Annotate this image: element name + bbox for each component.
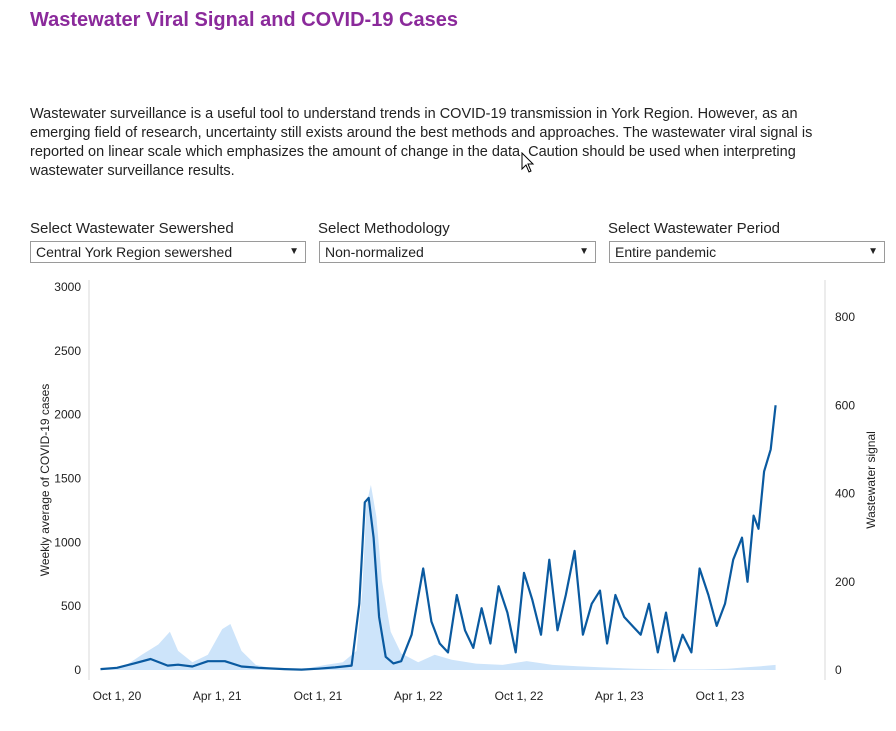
y-axis-title: Weekly average of COVID-19 cases [38,384,52,577]
methodology-select[interactable]: Non-normalized ▼ [319,241,596,263]
cases-area-series [100,484,776,670]
y-tick-label: 500 [61,599,81,613]
y-tick-label: 1500 [54,472,81,486]
chevron-down-icon: ▼ [289,246,299,257]
x-tick-label: Oct 1, 21 [294,689,343,703]
x-tick-label: Apr 1, 21 [193,689,242,703]
sewershed-select[interactable]: Central York Region sewershed ▼ [30,241,306,263]
y-tick-label: 0 [74,663,81,677]
chevron-down-icon: ▼ [868,246,878,257]
y2-tick-label: 600 [835,398,855,412]
sewershed-value: Central York Region sewershed [36,244,233,260]
chevron-down-icon: ▼ [579,246,589,257]
x-tick-label: Oct 1, 22 [495,689,544,703]
y2-axis-title: Wastewater signal [864,431,878,529]
x-tick-label: Oct 1, 20 [93,689,142,703]
y-tick-label: 3000 [54,280,81,294]
x-tick-label: Apr 1, 22 [394,689,443,703]
period-value: Entire pandemic [615,244,717,260]
description-text: Wastewater surveillance is a useful tool… [30,106,813,179]
y2-tick-label: 400 [835,487,855,501]
y2-tick-label: 200 [835,575,855,589]
x-tick-label: Apr 1, 23 [595,689,644,703]
y2-tick-label: 0 [835,663,842,677]
wastewater-signal-line [100,405,777,671]
pointer-cursor-icon [521,152,535,173]
x-tick-label: Oct 1, 23 [696,689,745,703]
period-select[interactable]: Entire pandemic ▼ [609,241,885,263]
y-tick-label: 2000 [54,408,81,422]
sewershed-label: Select Wastewater Sewershed [30,220,234,237]
y-tick-label: 2500 [54,344,81,358]
y-tick-label: 1000 [54,535,81,549]
y2-tick-label: 800 [835,310,855,324]
methodology-label: Select Methodology [318,220,450,237]
methodology-value: Non-normalized [325,244,424,260]
period-label: Select Wastewater Period [608,220,781,237]
page-title: Wastewater Viral Signal and COVID-19 Cas… [30,9,458,31]
